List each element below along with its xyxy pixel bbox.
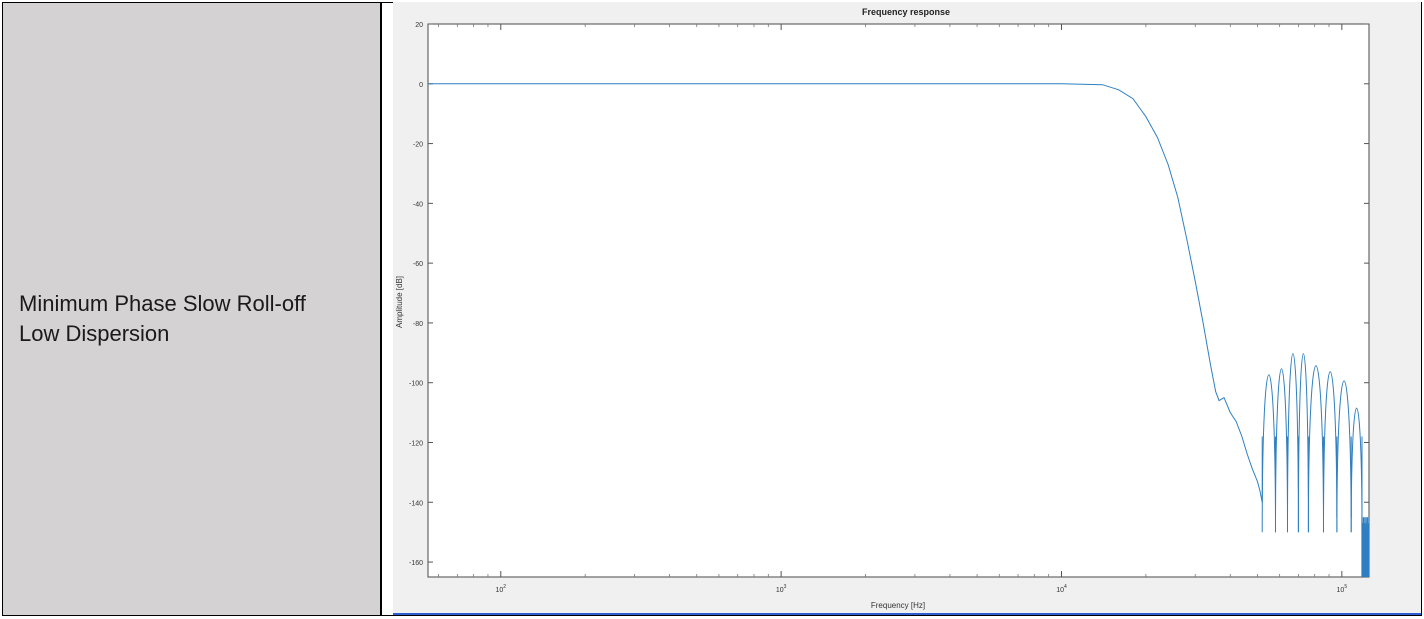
- stopband-lobe: [1275, 368, 1288, 533]
- stopband-lobe: [1350, 407, 1363, 533]
- stopband-lobe: [1261, 374, 1276, 533]
- x-axis-label: Frequency [Hz]: [871, 601, 925, 610]
- y-tick-label: -160: [409, 560, 423, 567]
- y-tick-label: 20: [415, 22, 423, 29]
- y-axis-label: Amplitude [dB]: [395, 276, 404, 328]
- y-tick-label: 0: [419, 82, 423, 89]
- frequency-response-chart: Frequency response 20 0 -20 -40 -60 -80 -100 -1…: [395, 7, 1370, 610]
- chart-bottom-rule: [393, 613, 1421, 615]
- y-tick-label: -20: [413, 142, 423, 149]
- stopband-lobe: [1297, 353, 1309, 533]
- row-label-line-1: Minimum Phase Slow Roll-off: [19, 291, 306, 316]
- row-label-line-2: Low Dispersion: [19, 321, 170, 346]
- y-tick-label: -100: [409, 381, 423, 388]
- x-tick-label: 103: [776, 584, 787, 594]
- series-group: [428, 83, 1370, 577]
- plot-area: [427, 23, 1370, 578]
- chart-title: Frequency response: [862, 7, 950, 17]
- y-tick-label: -40: [413, 201, 423, 208]
- x-tick-label: 105: [1337, 584, 1348, 594]
- y-axis-ticks: 20 0 -20 -40 -60 -80 -100 -120 -140 -160: [409, 22, 1369, 567]
- stopband-lobe: [1323, 371, 1338, 533]
- series-line: [428, 83, 1263, 503]
- y-tick-label: -80: [413, 321, 423, 328]
- stopband-lobe: [1287, 353, 1299, 533]
- y-tick-label: -120: [409, 440, 423, 447]
- chart-panel: Frequency response 20 0 -20 -40 -60 -80 -100 -1…: [393, 2, 1421, 614]
- x-axis-ticks: 102 103 104 105: [438, 24, 1348, 594]
- stopband-lobe: [1336, 380, 1352, 533]
- x-tick-label: 102: [495, 584, 506, 594]
- y-tick-label: -140: [409, 500, 423, 507]
- x-tick-label: 104: [1056, 584, 1067, 594]
- row-label: Minimum Phase Slow Roll-off Low Dispersi…: [19, 289, 306, 349]
- row-label-cell: Minimum Phase Slow Roll-off Low Dispersi…: [3, 3, 382, 615]
- stopband-lobe: [1307, 365, 1324, 533]
- y-tick-label: -60: [413, 261, 423, 268]
